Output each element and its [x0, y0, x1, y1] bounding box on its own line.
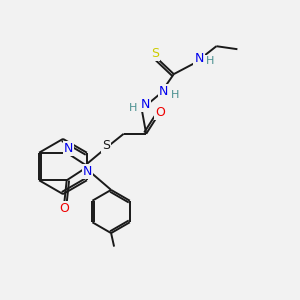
Text: N: N: [64, 142, 74, 155]
Text: H: H: [170, 90, 179, 100]
Text: H: H: [206, 56, 214, 66]
Text: S: S: [151, 46, 159, 60]
Text: N: N: [159, 85, 169, 98]
Text: O: O: [155, 106, 165, 119]
Text: N: N: [141, 98, 150, 111]
Text: N: N: [194, 52, 204, 65]
Text: S: S: [102, 139, 110, 152]
Text: N: N: [83, 165, 92, 178]
Text: O: O: [59, 202, 69, 215]
Text: H: H: [128, 103, 137, 113]
